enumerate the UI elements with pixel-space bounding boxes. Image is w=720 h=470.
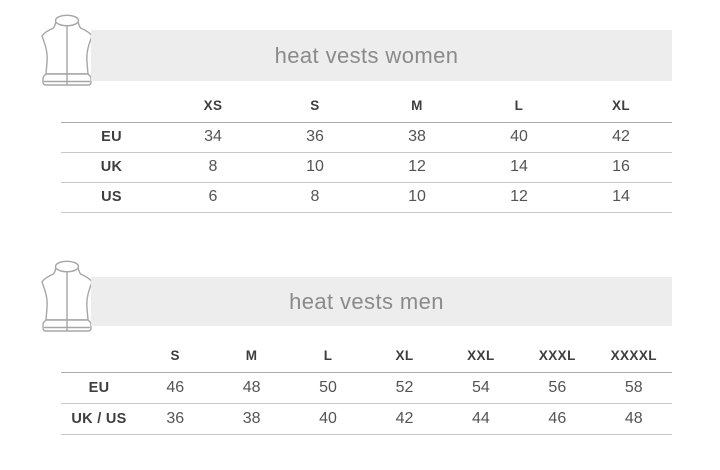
size-value: 8 bbox=[162, 152, 264, 183]
men-title-wrap: heat vests men bbox=[61, 277, 672, 326]
size-value: 58 bbox=[595, 372, 672, 404]
column-header: S bbox=[264, 90, 366, 123]
column-header: XL bbox=[366, 340, 443, 373]
column-header-row: S M L XL XXL XXXL XXXXL bbox=[61, 340, 672, 373]
size-value: 38 bbox=[366, 122, 468, 153]
table-row: US 6 8 10 12 14 bbox=[61, 182, 672, 213]
vest-icon bbox=[35, 12, 99, 94]
men-size-table: S M L XL XXL XXXL XXXXL EU 46 48 50 52 54 56 58 UK / US… bbox=[61, 340, 672, 435]
size-value: 8 bbox=[264, 182, 366, 213]
size-value: 34 bbox=[162, 122, 264, 153]
size-value: 10 bbox=[264, 152, 366, 183]
size-value: 50 bbox=[289, 372, 367, 404]
column-header: XXXXL bbox=[595, 340, 672, 373]
women-title-wrap: heat vests women bbox=[61, 30, 672, 81]
size-value: 10 bbox=[366, 182, 468, 213]
size-value: 48 bbox=[595, 403, 672, 435]
size-value: 48 bbox=[213, 372, 290, 404]
size-value: 42 bbox=[366, 403, 443, 435]
column-header: XS bbox=[162, 90, 264, 123]
size-value: 6 bbox=[162, 182, 264, 213]
column-header: XL bbox=[570, 90, 672, 123]
row-label: EU bbox=[61, 372, 137, 404]
size-value: 12 bbox=[468, 182, 570, 213]
column-header: M bbox=[366, 90, 468, 123]
row-label: UK / US bbox=[61, 403, 137, 435]
size-value: 46 bbox=[137, 372, 214, 404]
column-header: XXXL bbox=[519, 340, 596, 373]
size-value: 14 bbox=[468, 152, 570, 183]
size-value: 52 bbox=[366, 372, 443, 404]
vest-icon-graphic bbox=[41, 260, 93, 332]
women-size-table: XS S M L XL EU 34 36 38 40 42 UK 8 10 12 14 16 US 6 8 10 12 14 bbox=[61, 90, 672, 213]
row-label: US bbox=[61, 182, 162, 213]
size-value: 54 bbox=[442, 372, 520, 404]
size-value: 56 bbox=[519, 372, 596, 404]
table-row: EU 34 36 38 40 42 bbox=[61, 122, 672, 153]
column-header: M bbox=[213, 340, 290, 373]
table-row: EU 46 48 50 52 54 56 58 bbox=[61, 372, 672, 404]
row-label: UK bbox=[61, 152, 162, 183]
size-value: 40 bbox=[468, 122, 570, 153]
column-header: L bbox=[289, 340, 367, 373]
women-title-bar bbox=[91, 30, 672, 81]
size-value: 42 bbox=[570, 122, 672, 153]
size-value: 36 bbox=[137, 403, 214, 435]
men-chart-title: heat vests men bbox=[289, 288, 444, 314]
men-title-bar bbox=[91, 277, 672, 326]
size-value: 44 bbox=[442, 403, 520, 435]
column-header: L bbox=[468, 90, 570, 123]
size-value: 16 bbox=[570, 152, 672, 183]
size-value: 12 bbox=[366, 152, 468, 183]
size-value: 14 bbox=[570, 182, 672, 213]
vest-icon bbox=[35, 258, 99, 340]
table-row: UK 8 10 12 14 16 bbox=[61, 152, 672, 183]
column-header-row: XS S M L XL bbox=[61, 90, 672, 123]
size-value: 36 bbox=[264, 122, 366, 153]
table-row: UK / US 36 38 40 42 44 46 48 bbox=[61, 403, 672, 435]
size-value: 40 bbox=[289, 403, 367, 435]
row-label: EU bbox=[61, 122, 162, 153]
column-header: XXL bbox=[442, 340, 520, 373]
column-header: S bbox=[137, 340, 214, 373]
corner-cell bbox=[61, 340, 137, 373]
size-value: 38 bbox=[213, 403, 290, 435]
corner-cell bbox=[61, 90, 162, 123]
size-value: 46 bbox=[519, 403, 596, 435]
women-chart-title: heat vests women bbox=[274, 42, 459, 68]
vest-icon-graphic bbox=[41, 14, 93, 86]
